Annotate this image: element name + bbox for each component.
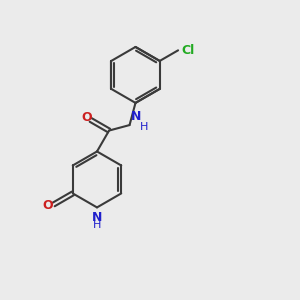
Text: H: H <box>140 122 148 131</box>
Text: O: O <box>81 111 92 124</box>
Text: N: N <box>131 110 141 123</box>
Text: Cl: Cl <box>182 44 195 57</box>
Text: H: H <box>93 220 101 230</box>
Text: N: N <box>92 211 102 224</box>
Text: O: O <box>43 200 53 212</box>
